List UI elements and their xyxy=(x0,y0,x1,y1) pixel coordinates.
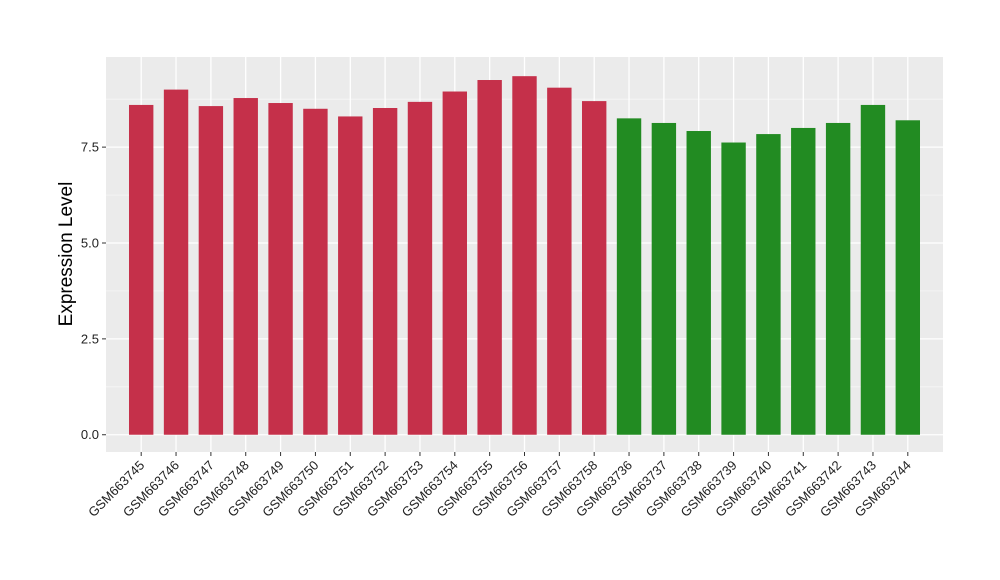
bar-GSM663739 xyxy=(721,142,746,435)
y-axis-title: Expression Level xyxy=(56,182,77,327)
bar-GSM663743 xyxy=(860,104,886,435)
bar-GSM663745 xyxy=(128,104,154,435)
bar-GSM663738 xyxy=(686,131,711,435)
bars xyxy=(128,76,921,435)
bar-GSM663754 xyxy=(442,91,468,435)
bar-GSM663741 xyxy=(791,127,816,435)
y-tick-label: 0.0 xyxy=(81,427,99,442)
bar-GSM663749 xyxy=(268,103,293,435)
bar-GSM663746 xyxy=(163,89,189,435)
bar-GSM663756 xyxy=(512,76,537,435)
bar-GSM663748 xyxy=(233,98,258,435)
y-tick-label: 7.5 xyxy=(81,140,99,155)
y-axis-ticks: 0.0 2.5 5.0 7.5 xyxy=(81,140,106,442)
bar-GSM663752 xyxy=(372,108,398,435)
y-tick-label: 5.0 xyxy=(81,235,99,250)
y-tick-label: 2.5 xyxy=(81,331,99,346)
bar-GSM663755 xyxy=(477,80,502,435)
bar-GSM663737 xyxy=(651,122,677,435)
bar-GSM663742 xyxy=(825,122,851,435)
bar-GSM663753 xyxy=(407,101,433,435)
x-axis-ticks: GSM663745GSM663746GSM663747GSM663748GSM6… xyxy=(85,452,914,520)
bar-GSM663747 xyxy=(198,106,224,435)
bar-GSM663758 xyxy=(581,101,607,435)
bar-GSM663750 xyxy=(303,108,328,435)
bar-GSM663736 xyxy=(616,118,642,435)
bar-GSM663751 xyxy=(338,116,363,435)
bar-GSM663757 xyxy=(547,87,572,435)
bar-GSM663740 xyxy=(756,134,781,435)
bar-GSM663744 xyxy=(895,120,921,435)
